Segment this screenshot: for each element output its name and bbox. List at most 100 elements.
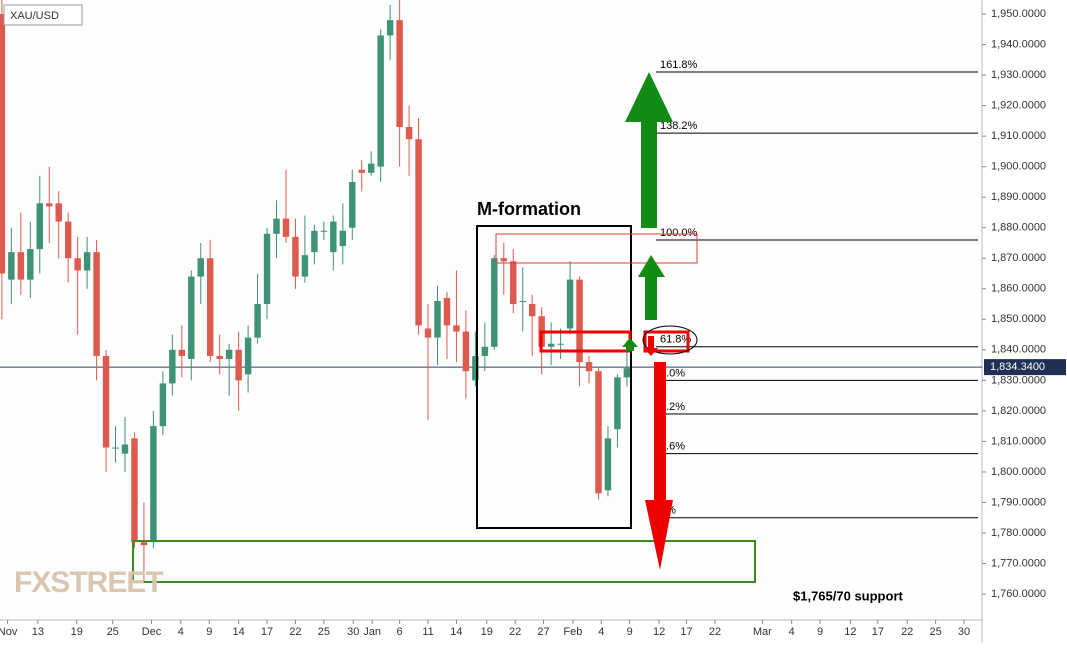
x-tick-label: 6 bbox=[397, 626, 403, 638]
fib-label: 138.2% bbox=[660, 120, 698, 132]
x-tick-label: Jan bbox=[363, 626, 381, 638]
candle-body bbox=[472, 355, 479, 381]
candle-body bbox=[557, 343, 564, 345]
candle-body bbox=[0, 14, 6, 274]
candle-body bbox=[405, 126, 413, 140]
candle-body bbox=[301, 255, 309, 277]
x-tick-label: 14 bbox=[450, 626, 462, 638]
symbol: XAU/USD bbox=[10, 10, 59, 22]
candle-body bbox=[17, 252, 25, 280]
x-tick-label: Nov bbox=[0, 626, 18, 638]
red-box bbox=[643, 330, 690, 353]
candle-body bbox=[339, 230, 347, 247]
y-tick-label: 1,920.0000 bbox=[991, 100, 1046, 112]
fib-label: 161.8% bbox=[660, 59, 698, 71]
candle-body bbox=[102, 355, 110, 448]
x-tick-label: 17 bbox=[261, 626, 273, 638]
y-tick-label: 1,930.0000 bbox=[991, 69, 1046, 81]
x-tick-label: 11 bbox=[422, 626, 433, 638]
x-tick-label: 27 bbox=[537, 626, 549, 638]
candle-body bbox=[244, 337, 252, 375]
candle-body bbox=[491, 258, 498, 347]
x-tick-label: Feb bbox=[563, 626, 582, 638]
candle-body bbox=[415, 139, 422, 326]
plot-area bbox=[0, 0, 982, 620]
y-tick-label: 1,890.0000 bbox=[991, 191, 1046, 203]
candle-body bbox=[311, 230, 318, 253]
x-tick-label: 25 bbox=[929, 626, 941, 638]
candle-body bbox=[453, 325, 460, 332]
candle-body bbox=[188, 276, 195, 359]
candle-body bbox=[500, 258, 508, 262]
candle-body bbox=[159, 383, 167, 427]
arrow-up bbox=[622, 338, 638, 351]
candle-body bbox=[623, 368, 631, 378]
arrow-up bbox=[625, 72, 673, 228]
marks: 1,760.0000 1,770.0000 1,780.0000 1,790.0000… bbox=[0, 0, 1046, 638]
x-tick-label: 13 bbox=[32, 626, 44, 638]
candle-body bbox=[434, 300, 441, 338]
y-tick-label: 1,850.0000 bbox=[991, 313, 1046, 325]
candle-body bbox=[207, 258, 214, 356]
arrow-down bbox=[645, 362, 673, 570]
y-tick-label: 1,900.0000 bbox=[991, 161, 1046, 173]
candle-body bbox=[197, 258, 204, 277]
candle-body bbox=[481, 346, 489, 356]
x-tick-label: 17 bbox=[872, 626, 884, 638]
candle-body bbox=[367, 163, 375, 173]
watermark: FXSTREET bbox=[14, 566, 163, 599]
candle-body bbox=[424, 328, 432, 338]
candle-body bbox=[216, 355, 223, 359]
candle-body bbox=[150, 426, 157, 543]
x-tick-label: 9 bbox=[817, 626, 823, 638]
candle-body bbox=[178, 349, 186, 356]
x-tick-label: 25 bbox=[107, 626, 119, 638]
candle-body bbox=[8, 252, 15, 280]
y-tick-label: 1,950.0000 bbox=[991, 8, 1046, 20]
y-tick-label: 1,800.0000 bbox=[991, 466, 1046, 478]
candle-body bbox=[93, 252, 100, 356]
candle-body bbox=[510, 261, 517, 305]
candle-body bbox=[585, 362, 593, 372]
candle-body bbox=[349, 181, 356, 228]
candle-body bbox=[396, 20, 403, 127]
candle-body bbox=[235, 349, 242, 381]
x-tick-label: 19 bbox=[71, 626, 83, 638]
candle-body bbox=[358, 169, 365, 173]
candle-body bbox=[254, 304, 261, 338]
candle-body bbox=[614, 377, 621, 430]
candle-body bbox=[46, 203, 53, 207]
red-box bbox=[495, 233, 698, 264]
candle-body bbox=[576, 279, 583, 363]
y-tick-label: 1,940.0000 bbox=[991, 38, 1046, 50]
candle-body bbox=[74, 258, 81, 271]
candle-body bbox=[282, 218, 290, 237]
candle-body bbox=[131, 438, 138, 543]
candle-body bbox=[83, 252, 91, 271]
candle-body bbox=[547, 343, 555, 347]
x-tick-label: 14 bbox=[233, 626, 245, 638]
candle-body bbox=[528, 304, 536, 317]
x-tick-label: 30 bbox=[347, 626, 359, 638]
candle-body bbox=[604, 438, 612, 491]
candle-body bbox=[377, 35, 384, 167]
arrow-down bbox=[644, 336, 658, 356]
x-tick-label: 4 bbox=[178, 626, 184, 638]
candle-body bbox=[519, 300, 526, 302]
candle-body bbox=[292, 236, 299, 277]
y-tick-label: 1,870.0000 bbox=[991, 252, 1046, 264]
x-tick-label: 25 bbox=[318, 626, 330, 638]
candle-body bbox=[225, 349, 233, 359]
x-tick-label: 12 bbox=[844, 626, 856, 638]
price-label: 1,834.3400 bbox=[990, 361, 1045, 373]
candle-body bbox=[27, 249, 34, 280]
candle-body bbox=[64, 221, 72, 259]
x-tick-label: 22 bbox=[901, 626, 913, 638]
y-tick-label: 1,880.0000 bbox=[991, 222, 1046, 234]
x-tick-label: 4 bbox=[598, 626, 604, 638]
arrow-up bbox=[638, 255, 665, 320]
candle-body bbox=[330, 221, 337, 253]
candle-body bbox=[273, 218, 280, 234]
fib-label: 8.2% bbox=[660, 401, 685, 413]
